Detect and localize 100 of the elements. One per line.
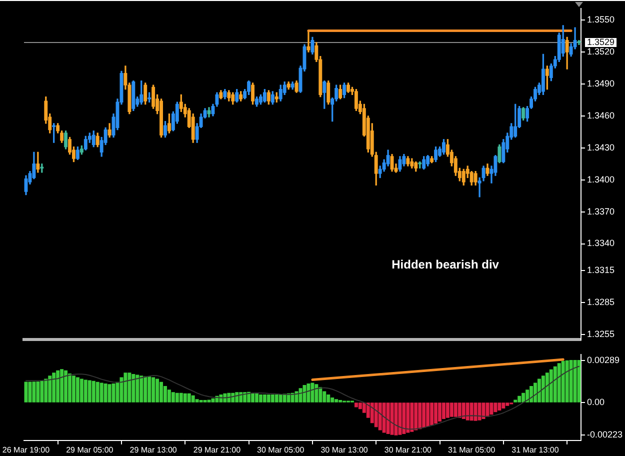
- bar: [124, 372, 128, 402]
- y-tick-label: 1.3550: [587, 14, 615, 25]
- bar: [482, 402, 486, 420]
- bar: [40, 381, 44, 402]
- bar: [498, 402, 502, 411]
- bar: [28, 382, 32, 402]
- bar: [48, 376, 52, 402]
- x-tick-label: 29 Mar 13:00: [130, 445, 178, 454]
- bar: [318, 387, 322, 402]
- x-tick-label: 29 Mar 05:00: [66, 445, 114, 454]
- bar: [386, 402, 390, 434]
- bar: [148, 376, 152, 402]
- bar: [128, 372, 132, 402]
- bar: [338, 400, 342, 402]
- bar: [294, 391, 298, 402]
- y-tick-label: 1.3370: [587, 206, 615, 216]
- bar: [326, 394, 330, 402]
- x-tick-label: 31 Mar 13:00: [512, 445, 560, 454]
- bar: [450, 402, 454, 417]
- bar: [442, 402, 446, 420]
- bar: [160, 382, 163, 402]
- bar: [330, 398, 334, 402]
- bar: [418, 402, 422, 430]
- bar: [557, 363, 561, 402]
- bar: [514, 400, 518, 402]
- bar: [80, 378, 84, 402]
- bar: [167, 390, 171, 402]
- bar: [569, 360, 573, 402]
- bar: [191, 395, 195, 402]
- bar: [52, 372, 56, 402]
- bar: [314, 384, 318, 402]
- bar: [541, 376, 545, 402]
- bar: [374, 402, 378, 428]
- bar: [235, 392, 239, 402]
- bar: [522, 392, 526, 402]
- x-tick-label: 30 Mar 05:00: [257, 445, 305, 454]
- bar: [446, 402, 450, 418]
- bar: [187, 393, 191, 402]
- bar: [310, 382, 314, 402]
- bar: [322, 391, 326, 402]
- bar: [171, 392, 175, 402]
- bar: [494, 402, 498, 412]
- bar: [144, 376, 148, 402]
- x-tick-label: 30 Mar 13:00: [320, 445, 368, 454]
- bar: [526, 390, 530, 402]
- bar: [255, 393, 258, 402]
- bar: [354, 402, 358, 408]
- x-tick-label: 29 Mar 21:00: [193, 445, 242, 454]
- bar: [506, 402, 510, 406]
- bar: [334, 399, 338, 402]
- bar: [262, 394, 266, 402]
- bar: [183, 393, 187, 402]
- y-tick-label: 1.3460: [587, 110, 615, 120]
- bar: [382, 402, 386, 433]
- y-tick-label: 1.3520: [587, 46, 615, 57]
- bar: [470, 402, 474, 421]
- y-tick-label: -0.00223: [587, 429, 623, 440]
- bar: [72, 376, 76, 402]
- bar: [76, 377, 80, 402]
- bar: [502, 402, 506, 409]
- bar: [478, 402, 482, 420]
- bar: [406, 402, 410, 433]
- bar: [164, 386, 167, 402]
- bar: [258, 394, 262, 402]
- bar: [549, 369, 553, 402]
- bar: [537, 378, 541, 402]
- bar: [104, 384, 108, 402]
- bar: [561, 360, 565, 402]
- bar: [84, 380, 88, 402]
- bar: [378, 402, 382, 430]
- bar: [462, 402, 466, 420]
- x-tick-label: 30 Mar 21:00: [384, 445, 432, 454]
- bar: [100, 382, 104, 402]
- bar: [207, 400, 211, 402]
- bar: [88, 380, 92, 402]
- bar: [132, 374, 136, 402]
- y-tick-label: 1.3315: [587, 264, 615, 275]
- bar: [251, 392, 254, 402]
- bar: [430, 402, 434, 426]
- bar: [108, 384, 112, 402]
- bar: [92, 380, 96, 402]
- bar: [136, 374, 140, 402]
- bar: [199, 400, 203, 402]
- bar: [534, 382, 537, 402]
- bar: [410, 402, 414, 432]
- bar: [175, 392, 179, 402]
- bar: [274, 394, 278, 402]
- bar: [402, 402, 406, 434]
- bar: [530, 386, 533, 402]
- y-tick-label: 1.3340: [587, 238, 615, 248]
- y-tick-label: 1.3255: [587, 328, 615, 339]
- bar: [474, 402, 478, 421]
- bar: [426, 402, 430, 427]
- bar: [243, 392, 247, 402]
- bar: [545, 372, 549, 402]
- bar: [422, 402, 426, 428]
- bar: [32, 382, 36, 402]
- bar: [466, 402, 470, 420]
- x-tick-label: 26 Mar 19:00: [2, 445, 50, 454]
- bar: [518, 396, 522, 402]
